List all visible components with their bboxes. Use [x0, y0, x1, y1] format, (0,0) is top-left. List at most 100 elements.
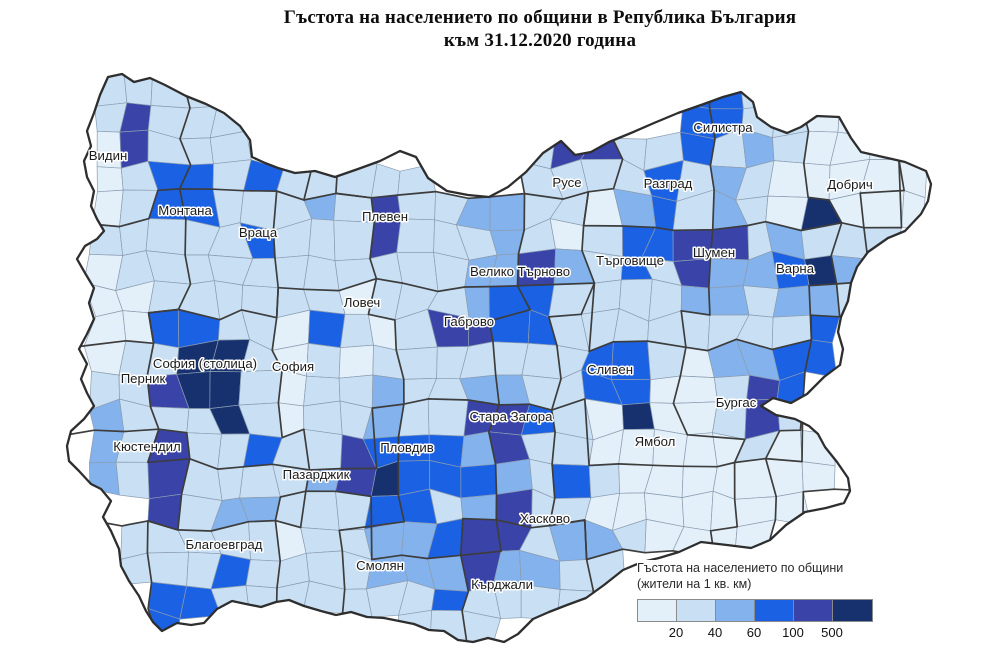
municipality-cell	[708, 258, 750, 289]
district-label: Кюстендил	[113, 439, 180, 454]
municipality-cell	[739, 74, 777, 110]
municipality-cell	[460, 518, 502, 556]
legend-break-value: 100	[782, 625, 804, 640]
legend-swatch	[833, 600, 872, 621]
legend-color-scale	[637, 599, 873, 622]
district-label: София (столица)	[153, 356, 257, 371]
municipality-cell	[767, 160, 809, 198]
district-label: Шумен	[693, 245, 735, 260]
municipality-cell	[460, 463, 497, 499]
legend-break-value: 40	[707, 625, 723, 640]
district-label: Видин	[89, 148, 128, 163]
map-title-line1: Гъстота на населението по общини в Репуб…	[283, 7, 797, 28]
municipality-cell	[300, 490, 340, 531]
district-label: София	[272, 359, 314, 374]
municipality-cell	[708, 285, 750, 316]
municipality-cell	[489, 193, 525, 232]
district-label: Сливен	[587, 362, 633, 377]
municipality-cell	[303, 428, 343, 471]
legend-break-value: 60	[746, 625, 762, 640]
legend-swatch	[716, 600, 755, 621]
district-border-line	[335, 78, 406, 642]
municipality-cell	[460, 494, 497, 521]
municipality-cell	[801, 461, 836, 493]
district-label: Хасково	[520, 511, 570, 526]
district-label: Търговище	[596, 253, 664, 268]
municipality-cell	[836, 280, 874, 318]
legend-break-value: 20	[668, 625, 684, 640]
legend-title-line2: (жители на 1 кв. км)	[637, 577, 752, 591]
municipality-cell	[96, 166, 124, 193]
district-label: Враца	[239, 225, 278, 240]
country-outline	[65, 72, 933, 644]
municipality-cell	[859, 190, 905, 229]
municipality-cell	[802, 105, 840, 133]
municipality-cell	[245, 559, 281, 589]
municipality-cell	[115, 461, 150, 500]
district-label: Силистра	[693, 120, 753, 135]
district-border-line	[146, 75, 192, 642]
district-label: Монтана	[158, 203, 212, 218]
district-label: Ямбол	[635, 434, 676, 449]
municipality-cell	[742, 285, 780, 318]
district-label: Стара Загора	[470, 409, 554, 424]
municipality-cell	[145, 218, 187, 256]
municipality-cell	[333, 219, 375, 262]
legend-swatch	[755, 600, 794, 621]
district-label: Разград	[644, 176, 693, 191]
district-label: Ловеч	[344, 295, 381, 310]
district-label: Благоевград	[186, 537, 263, 552]
district-label: Перник	[121, 371, 166, 386]
legend-title-line1: Гъстота на населението по общини	[637, 561, 844, 575]
municipality-cell	[521, 342, 562, 380]
district-label: Бургас	[716, 395, 757, 410]
municipality-cell	[338, 344, 374, 379]
district-border-line	[67, 488, 931, 562]
municipality-cell	[495, 458, 533, 495]
municipality-cell	[588, 463, 621, 499]
map-title-line2: към 31.12.2020 година	[443, 30, 637, 51]
legend-swatch	[638, 600, 677, 621]
district-label: Пловдив	[380, 440, 434, 455]
municipality-cell	[123, 74, 154, 106]
district-label: Велико Търново	[470, 264, 570, 279]
district-border-line	[672, 74, 746, 642]
municipality-cell	[397, 609, 432, 642]
district-border-line	[67, 277, 931, 353]
district-labels: Видин Монтана Враца Плевен Ловеч Габрово Велик…	[87, 119, 874, 594]
legend-swatch	[794, 600, 833, 621]
municipality-cell	[371, 374, 405, 409]
district-label: Кърджали	[471, 577, 533, 592]
municipality-cell	[278, 369, 307, 407]
municipality-cell	[238, 369, 283, 406]
municipality-cell	[869, 102, 902, 137]
municipality-cell	[339, 313, 374, 349]
municipality-cell	[150, 74, 191, 109]
municipality-cell	[707, 74, 744, 110]
municipality-cell	[303, 254, 340, 291]
municipality-cell	[810, 314, 841, 344]
district-border-line	[271, 74, 315, 641]
municipality-cell	[551, 463, 592, 499]
district-label: Плевен	[362, 209, 408, 224]
municipality-cell	[146, 551, 189, 587]
municipality-cell	[651, 195, 678, 231]
municipality-cell	[681, 490, 714, 532]
district-label: Русе	[552, 175, 581, 190]
municipality-cell	[303, 400, 343, 436]
district-label: Варна	[776, 261, 815, 276]
municipality-cell	[274, 254, 310, 290]
municipality-cell	[621, 402, 655, 430]
municipality-cell	[429, 609, 468, 642]
district-label: Смолян	[356, 558, 404, 573]
district-label: Добрич	[827, 177, 873, 192]
municipality-cell	[89, 461, 120, 496]
municipality-cell	[216, 74, 252, 110]
municipality-cell	[307, 309, 346, 349]
district-label: Габрово	[444, 314, 494, 329]
municipality-cell	[300, 527, 343, 554]
district-label: Пазарджик	[283, 467, 350, 482]
municipality-cell	[772, 285, 812, 318]
